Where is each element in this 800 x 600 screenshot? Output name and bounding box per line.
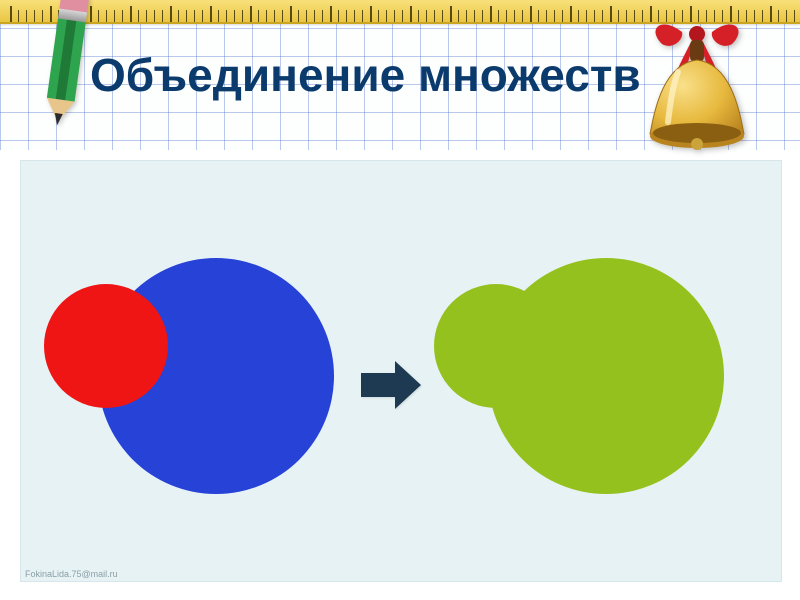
arrow-shaft bbox=[361, 373, 395, 397]
slide: Объединение множеств FokinaLida.75@mail.… bbox=[0, 0, 800, 600]
union-shape-small bbox=[434, 284, 558, 408]
footer-credit: FokinaLida.75@mail.ru bbox=[25, 569, 118, 579]
arrow-icon bbox=[361, 361, 421, 409]
arrow-head bbox=[395, 361, 421, 409]
set-a-red-circle bbox=[44, 284, 168, 408]
content-area: FokinaLida.75@mail.ru bbox=[20, 160, 782, 582]
slide-title: Объединение множеств bbox=[90, 48, 690, 102]
pencil-tip-lead bbox=[53, 113, 63, 126]
